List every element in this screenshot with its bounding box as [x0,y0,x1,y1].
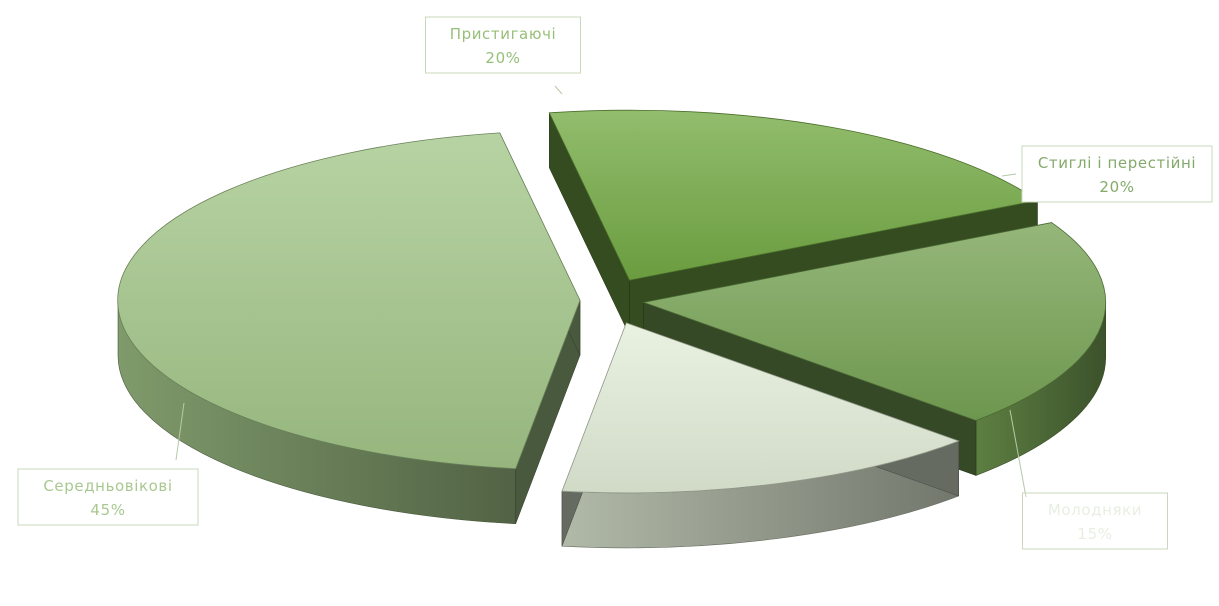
data-label-value: 20% [1099,178,1134,196]
data-label-value: 45% [90,501,125,519]
data-label-box [425,16,581,74]
data-label-value: 15% [1077,525,1112,543]
pie-slice-1 [548,109,1039,281]
data-label-category: Стиглі і перестійні [1038,154,1196,172]
leader-line [1009,409,1027,498]
data-label-value: 20% [485,49,520,67]
leader-line [1001,173,1017,177]
data-label-category: Середньовікові [43,477,172,495]
pie-slice-4 [117,132,581,470]
data-label-category: Пристигаючі [450,25,557,43]
data-label-box [1022,492,1168,550]
leader-line [554,85,563,95]
data-label-category: Молодняки [1048,501,1142,519]
data-label-box [17,468,199,526]
data-label-box [1021,145,1213,203]
pie-slice-2 [642,222,1107,421]
leader-line [175,402,185,461]
pie-slice-3 [561,322,960,494]
